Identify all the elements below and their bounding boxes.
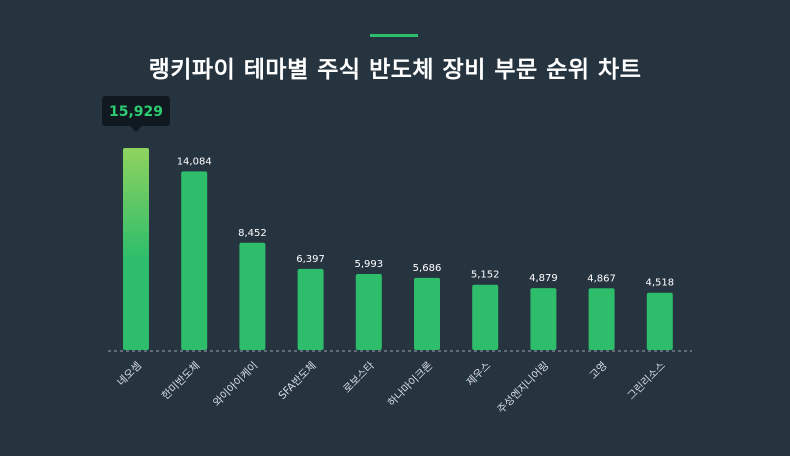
bar-7[interactable] xyxy=(530,288,557,350)
value-label-5: 5,686 xyxy=(413,263,442,274)
category-label-6: 제우스 xyxy=(464,359,493,388)
value-label-8: 4,867 xyxy=(587,273,616,284)
bar-4[interactable] xyxy=(355,274,382,350)
bar-1[interactable] xyxy=(181,171,208,350)
tooltip-value: 15,929 xyxy=(109,104,163,120)
chart-title: 랭키파이 테마별 주식 반도체 장비 부문 순위 차트 xyxy=(148,57,642,83)
bar-5[interactable] xyxy=(414,277,440,350)
bar-3[interactable] xyxy=(297,268,324,350)
category-label-9: 그린리소스 xyxy=(625,359,668,402)
category-label-3: SFA반도체 xyxy=(276,360,318,402)
value-label-3: 6,397 xyxy=(296,254,325,265)
value-label-7: 4,879 xyxy=(529,273,558,284)
accent-line xyxy=(370,34,418,37)
category-label-1: 한미반도체 xyxy=(160,360,203,403)
bar-2[interactable] xyxy=(239,242,266,350)
value-label-2: 8,452 xyxy=(238,228,267,239)
category-label-0: 네오셈 xyxy=(115,360,144,389)
value-tooltip: 15,929 xyxy=(102,96,170,132)
value-label-4: 5,993 xyxy=(354,259,383,270)
value-label-6: 5,152 xyxy=(471,270,500,281)
bar-0[interactable] xyxy=(123,148,149,350)
bar-8[interactable] xyxy=(588,288,615,350)
value-label-9: 4,518 xyxy=(645,278,674,289)
category-label-2: 와이아이케이 xyxy=(211,360,260,409)
bar-9[interactable] xyxy=(646,292,673,350)
bar-6[interactable] xyxy=(472,284,499,350)
category-label-7: 주성엔지니어링 xyxy=(495,360,551,416)
category-label-4: 로보스타 xyxy=(341,359,377,395)
category-label-8: 고영 xyxy=(588,360,610,382)
category-label-5: 하나마이크론 xyxy=(385,359,435,409)
value-label-1: 14,084 xyxy=(177,156,212,167)
